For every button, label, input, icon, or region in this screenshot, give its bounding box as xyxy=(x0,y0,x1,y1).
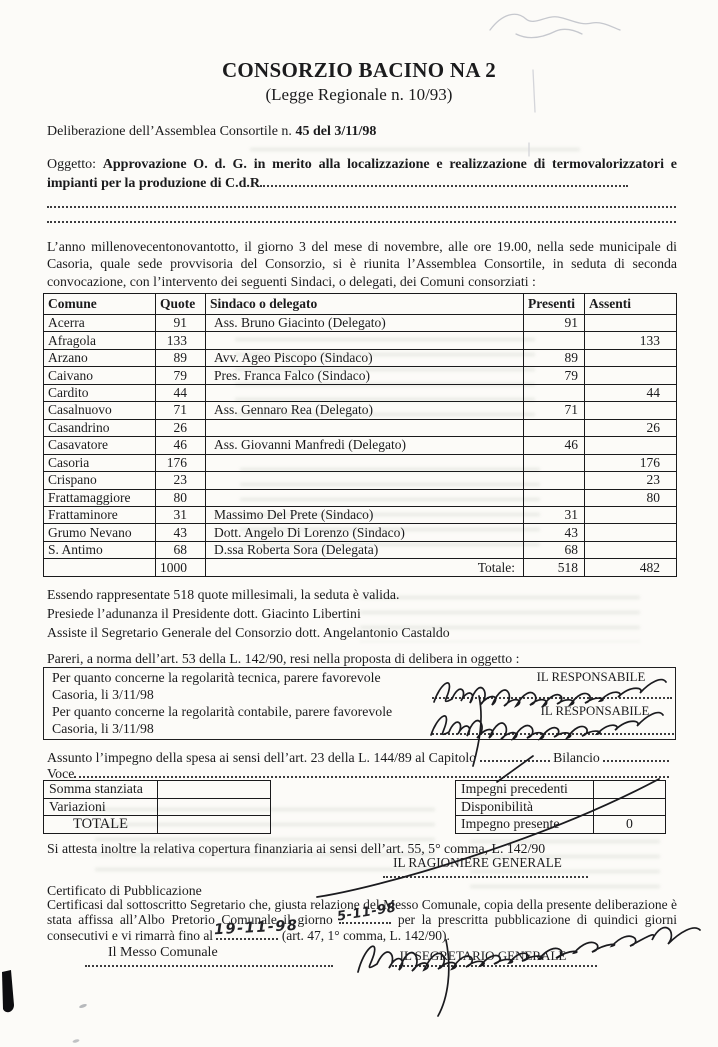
total-label: Totale: xyxy=(205,558,524,577)
segretario-generale-label: IL SEGRETARIO GENERALE xyxy=(399,948,567,963)
signature-dotted-line xyxy=(85,965,333,967)
attendance-table: Comune Quote Sindaco o delegato Presenti… xyxy=(43,293,677,577)
dotted-line xyxy=(47,221,676,223)
table-row: Variazioni xyxy=(43,797,271,816)
signature-dotted-line xyxy=(392,965,597,967)
pareri-intro: Pareri, a norma dell’art. 53 della L. 14… xyxy=(47,651,520,666)
deliberation-number: 45 del 3/11/98 xyxy=(295,124,377,139)
pencil-scribble xyxy=(489,13,621,31)
signature-dotted-line xyxy=(432,697,672,699)
technical-place-date: Casoria, li 3/11/98 xyxy=(52,687,154,702)
table-row: Impegno presente 0 xyxy=(455,815,666,834)
dotted-line xyxy=(47,206,676,208)
table-row: Casavatore 46 Ass. Giovanni Manfredi (Dele… xyxy=(43,436,677,455)
dotted-fill xyxy=(479,749,550,762)
commitments-table: Impegni precedenti Disponibilità Impegno… xyxy=(455,780,666,834)
pencil-scribble xyxy=(515,28,583,39)
document-subtitle: (Legge Regionale n. 10/93) xyxy=(265,85,453,104)
table-row: Arzano 89 Avv. Ageo Piscopo (Sindaco) 89 xyxy=(43,348,677,368)
scan-speck xyxy=(72,1039,80,1043)
table-row: Casandrino 26 26 xyxy=(43,418,677,438)
table-row: Impegni precedenti xyxy=(455,780,666,799)
scan-mark-black xyxy=(2,970,14,1013)
accounting-place-date: Casoria, li 3/11/98 xyxy=(52,721,154,736)
dotted-fill xyxy=(74,765,670,778)
table-row: Crispano 23 23 xyxy=(43,471,677,490)
scan-speck xyxy=(79,1003,87,1009)
signature-dotted-line xyxy=(432,733,674,735)
table-row: Frattaminore 31 Massimo Del Prete (Sindaco… xyxy=(43,505,677,525)
dotted-fill xyxy=(216,928,279,940)
table-row: Frattamaggiore 80 80 xyxy=(43,488,677,507)
validity-line: Essendo rappresentate 518 quote millesim… xyxy=(47,587,400,602)
subject-label: Oggetto: xyxy=(47,157,103,172)
col-header-assenti: Assenti xyxy=(584,293,677,315)
table-row: TOTALE xyxy=(43,815,271,834)
table-row: S. Antimo 68 D.ssa Roberta Sora (Delegata)… xyxy=(43,540,677,560)
table-row: Acerra 91 Ass. Bruno Giacinto (Delegato) 91 xyxy=(43,313,677,333)
table-row: Disponibilità xyxy=(455,797,666,816)
appropriation-table: Somma stanziata Variazioni TOTALE xyxy=(43,780,271,834)
session-intro-paragraph: L’anno millenovecentonovantotto, il gior… xyxy=(47,239,677,289)
expiry-date-slot: 19-11-98 xyxy=(214,918,299,943)
table-row: Cardito 44 44 xyxy=(43,383,677,403)
posting-date-slot: 5-11-98 xyxy=(336,901,397,927)
commitment-line: Assunto l’impegno della spesa ai sensi d… xyxy=(47,749,670,766)
subject-text: Approvazione O. d. G. in merito alla loc… xyxy=(47,157,677,191)
signature-dotted-line xyxy=(383,876,588,878)
pareri-box: Per quanto concerne la regolarità tecnic… xyxy=(43,667,676,740)
messo-comunale-label: Il Messo Comunale xyxy=(108,945,218,960)
subject-block: Oggetto: Approvazione O. d. G. in merito… xyxy=(47,156,677,192)
technical-opinion-line: Per quanto concerne la regolarità tecnic… xyxy=(52,670,381,685)
dotted-fill xyxy=(603,749,670,762)
table-row: Casoria 176 176 xyxy=(43,453,677,473)
table-row: Grumo Nevano 43 Dott. Angelo Di Lorenzo (S… xyxy=(43,523,677,542)
certificate-body: Certificasi dal sottoscritto Segretario … xyxy=(47,897,677,943)
certificate-title: Certificato di Pubblicazione xyxy=(47,883,202,898)
responsible-label-2: IL RESPONSABILE xyxy=(540,704,650,718)
president-line: Presiede l’adunanza il Presidente dott. … xyxy=(47,606,361,621)
dotted-fill xyxy=(260,174,629,187)
table-total-row: 1000 Totale: 518 482 xyxy=(43,558,677,577)
col-header-comune: Comune xyxy=(43,293,156,315)
document-title: CONSORZIO BACINO NA 2 xyxy=(221,58,497,82)
col-header-presenti: Presenti xyxy=(523,293,585,315)
accountant-label: IL RAGIONIERE GENERALE xyxy=(393,855,562,870)
deliberation-line: Deliberazione dell’Assemblea Consortile … xyxy=(47,124,376,140)
dotted-fill xyxy=(339,912,392,925)
voce-line: Voce xyxy=(47,765,670,782)
deliberation-prefix: Deliberazione dell’Assemblea Consortile … xyxy=(47,124,296,139)
table-row: Somma stanziata xyxy=(43,780,271,799)
accounting-opinion-line: Per quanto concerne la regolarità contab… xyxy=(52,704,393,719)
table-row: Casalnuovo 71 Ass. Gennaro Rea (Delegato) 7… xyxy=(43,401,677,420)
responsible-label-1: IL RESPONSABILE xyxy=(536,670,646,684)
col-header-quote: Quote xyxy=(155,293,206,315)
col-header-sindaco: Sindaco o delegato xyxy=(205,293,524,315)
table-row: Caivano 79 Pres. Franca Falco (Sindaco) 79 xyxy=(43,366,677,385)
table-header-row: Comune Quote Sindaco o delegato Presenti… xyxy=(43,293,677,315)
table-row: Afragola 133 133 xyxy=(43,331,677,350)
secretary-line: Assiste il Segretario Generale del Conso… xyxy=(47,625,450,640)
